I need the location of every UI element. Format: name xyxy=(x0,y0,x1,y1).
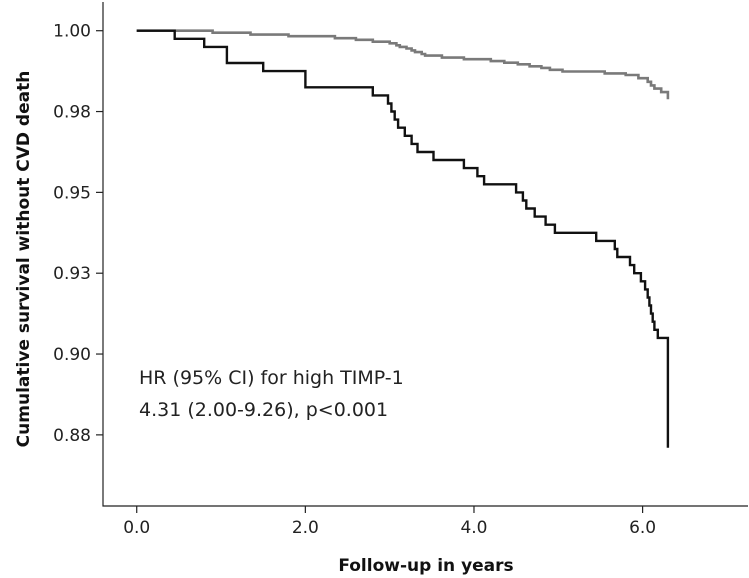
low-timp1-survival-curve xyxy=(136,29,670,100)
y-tick-label: 1.00 xyxy=(53,22,91,42)
x-tick-label: 2.0 xyxy=(292,518,319,538)
x-tick-label: 0.0 xyxy=(123,518,150,538)
axis-frame xyxy=(102,2,748,507)
hazard-ratio-label: HR (95% CI) for high TIMP-1 xyxy=(139,367,404,389)
plot-area: 0.88 0.90 0.93 0.95 0.98 1.00 0.0 2.0 4.0 6.0 xyxy=(53,2,748,538)
y-tick-label: 0.95 xyxy=(53,183,91,203)
high-timp1-survival-curve xyxy=(136,29,670,448)
y-tick-label: 0.88 xyxy=(53,426,91,446)
y-tick-label: 0.90 xyxy=(53,345,91,365)
hazard-ratio-value: 4.31 (2.00-9.26), p<0.001 xyxy=(139,399,388,421)
x-tick-label: 4.0 xyxy=(460,518,487,538)
x-tick-label: 6.0 xyxy=(629,518,656,538)
y-axis-label: Cumulative survival without CVD death xyxy=(14,71,34,448)
y-tick-label: 0.98 xyxy=(53,103,91,123)
x-axis-label: Follow-up in years xyxy=(338,556,513,576)
y-tick-label: 0.93 xyxy=(53,264,91,284)
